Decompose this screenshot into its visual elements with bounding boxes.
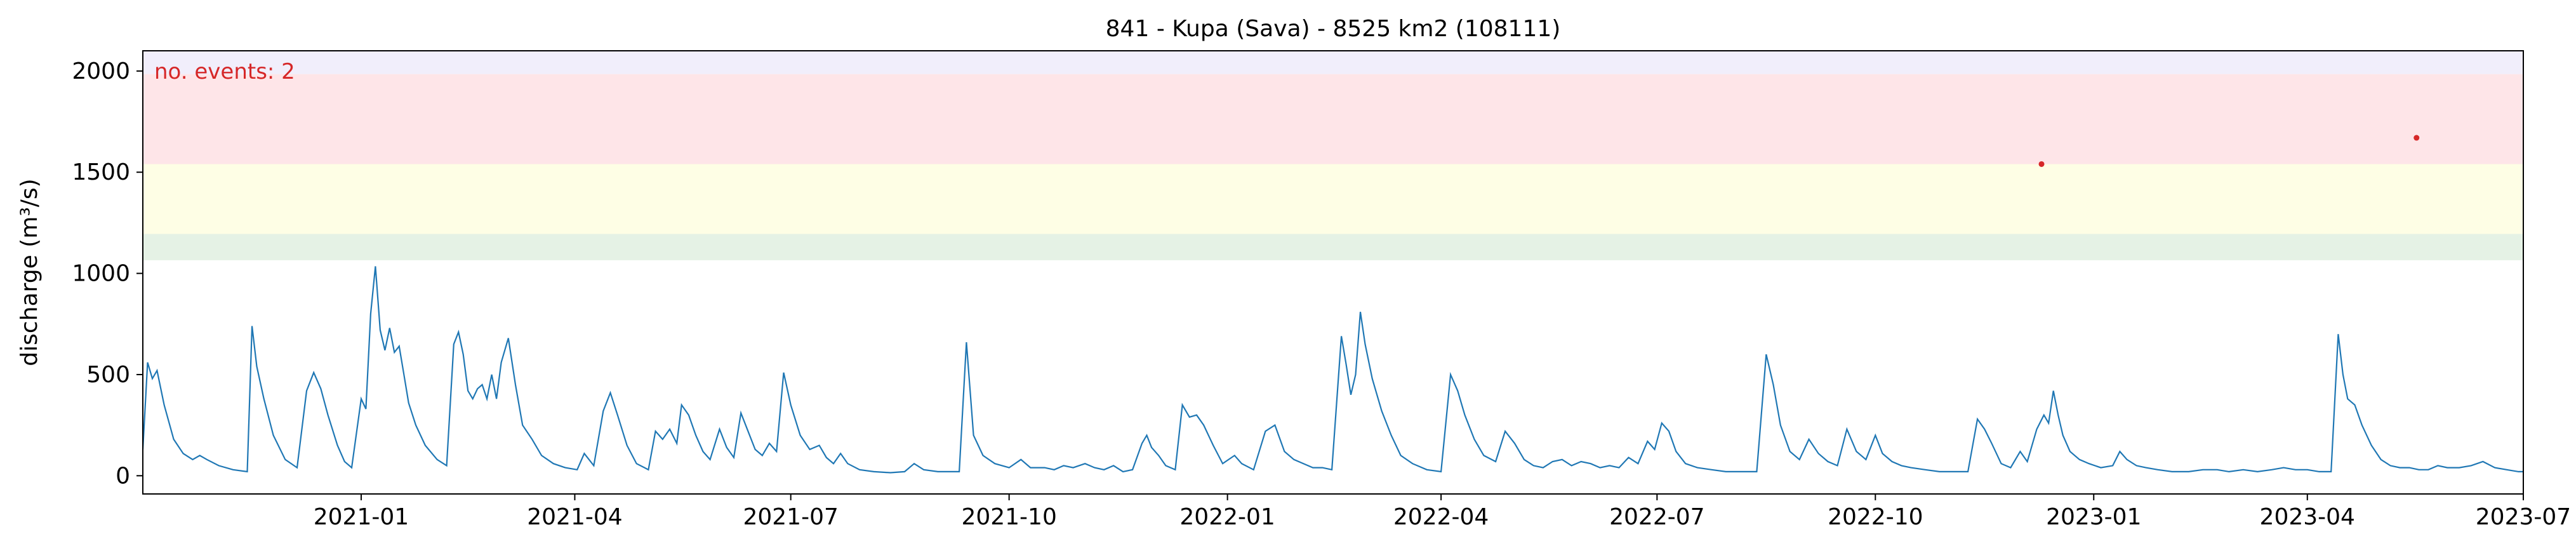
y-axis-label: discharge (m³/s) bbox=[17, 178, 43, 366]
x-tick-label-2: 2021-04 bbox=[527, 504, 622, 530]
discharge-series-line bbox=[142, 266, 2523, 474]
x-tick-label-1: 2021-01 bbox=[314, 504, 409, 530]
event-marker-1 bbox=[2038, 161, 2045, 167]
threshold-band-4 bbox=[143, 51, 2523, 74]
chart-title: 841 - Kupa (Sava) - 8525 km2 (108111) bbox=[1106, 16, 1561, 42]
threshold-band-1 bbox=[143, 234, 2523, 260]
x-axis: 2021-01 2021-04 2021-07 2021-10 2022-01 2022-… bbox=[314, 494, 2571, 530]
x-tick-label-7: 2022-07 bbox=[1609, 504, 1704, 530]
threshold-band-2 bbox=[143, 164, 2523, 234]
y-tick-label-4: 1500 bbox=[72, 159, 130, 185]
plot-frame bbox=[142, 50, 2524, 495]
y-tick-label-5: 2000 bbox=[72, 58, 130, 84]
x-tick-label-4: 2021-10 bbox=[961, 504, 1056, 530]
events-count-annotation: no. events: 2 bbox=[154, 59, 295, 84]
event-markers bbox=[2038, 135, 2420, 167]
x-tick-label-6: 2022-04 bbox=[1393, 504, 1489, 530]
x-tick-label-8: 2022-10 bbox=[1828, 504, 1923, 530]
threshold-band-3 bbox=[143, 74, 2523, 164]
plot-area bbox=[142, 135, 2523, 474]
x-tick-label-10: 2023-04 bbox=[2260, 504, 2355, 530]
x-tick-label-5: 2022-01 bbox=[1179, 504, 1275, 530]
x-tick-label-11: 2023-07 bbox=[2476, 504, 2571, 530]
y-tick-label-3: 1000 bbox=[72, 261, 130, 287]
y-tick-label-1: 0 bbox=[116, 463, 130, 489]
y-axis: 0 500 1000 1500 2000 bbox=[72, 58, 143, 489]
y-tick-label-2: 500 bbox=[86, 362, 130, 388]
threshold-bands bbox=[143, 51, 2523, 260]
x-tick-label-3: 2021-07 bbox=[743, 504, 838, 530]
x-tick-label-9: 2023-01 bbox=[2046, 504, 2141, 530]
event-marker-2 bbox=[2413, 135, 2420, 141]
